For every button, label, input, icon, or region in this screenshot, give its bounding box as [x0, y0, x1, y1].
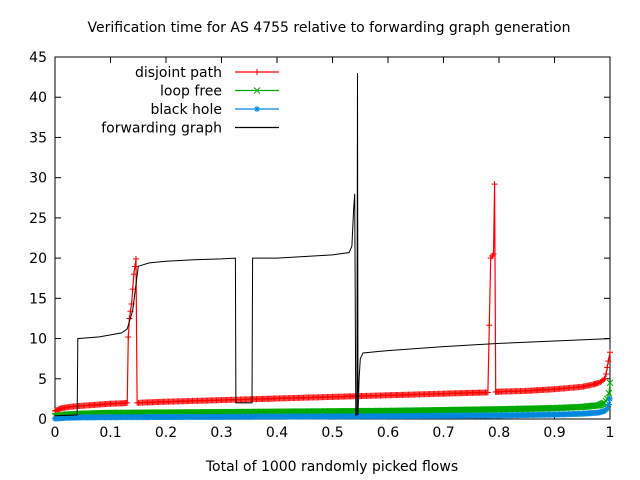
data-point [601, 375, 608, 382]
legend-label: black hole [150, 102, 222, 118]
y-tick-label: 45 [29, 50, 47, 66]
legend-label: forwarding graph [101, 121, 222, 137]
data-point [130, 271, 137, 278]
x-tick-label: 0.5 [321, 425, 343, 441]
data-point [600, 376, 607, 383]
data-point [254, 106, 260, 112]
data-point [605, 401, 612, 408]
data-point [607, 349, 613, 356]
y-tick-label: 10 [29, 332, 47, 348]
x-tick-label: 0.2 [155, 425, 177, 441]
data-point [604, 364, 611, 371]
chart-title: Verification time for AS 4755 relative t… [88, 20, 571, 36]
data-point [131, 263, 138, 270]
legend-label: loop free [160, 84, 222, 100]
data-point [605, 358, 612, 365]
data-point [605, 389, 613, 397]
y-tick-label: 15 [29, 291, 47, 307]
data-point [607, 395, 613, 402]
x-tick-label: 0.1 [99, 425, 121, 441]
data-point [491, 181, 498, 188]
data-point [253, 87, 261, 94]
data-point [133, 255, 140, 262]
y-tick-label: 20 [29, 251, 47, 267]
legend-label: disjoint path [135, 65, 222, 81]
series-line [54, 73, 611, 417]
legend: disjoint path loop free black hole forwardi… [101, 65, 279, 137]
x-tick-label: 1 [606, 425, 615, 441]
y-tick-label: 0 [38, 412, 47, 428]
x-axis-label: Total of 1000 randomly picked flows [205, 459, 458, 475]
series-forwarding-graph [54, 73, 611, 417]
y-tick-label: 5 [38, 372, 47, 388]
data-point [490, 251, 497, 258]
x-tick-label: 0.8 [488, 425, 510, 441]
axis-ticks: 0 0.1 0.2 0.3 0.4 0.5 0.6 0.7 0.8 0.9 105101520253… [29, 50, 614, 441]
data-point [486, 322, 493, 329]
y-tick-label: 30 [29, 171, 47, 187]
y-tick-label: 35 [29, 130, 47, 146]
data-point [606, 379, 614, 387]
x-tick-label: 0.4 [266, 425, 288, 441]
series-black-hole [52, 395, 613, 422]
data-point [603, 370, 610, 377]
data-point [129, 286, 136, 293]
x-tick-label: 0.7 [432, 425, 454, 441]
series-layer [51, 73, 614, 422]
y-tick-label: 40 [29, 90, 47, 106]
series-line [54, 184, 611, 412]
x-tick-label: 0.3 [210, 425, 232, 441]
data-point [125, 333, 132, 340]
x-tick-label: 0 [51, 425, 60, 441]
plot-frame [54, 56, 611, 420]
data-point [604, 405, 611, 412]
data-point [484, 389, 491, 396]
y-tick-label: 25 [29, 211, 47, 227]
x-tick-label: 0.9 [543, 425, 565, 441]
data-point [254, 69, 260, 75]
data-point [124, 399, 131, 406]
x-tick-label: 0.6 [377, 425, 399, 441]
series-disjoint-path [52, 181, 613, 414]
